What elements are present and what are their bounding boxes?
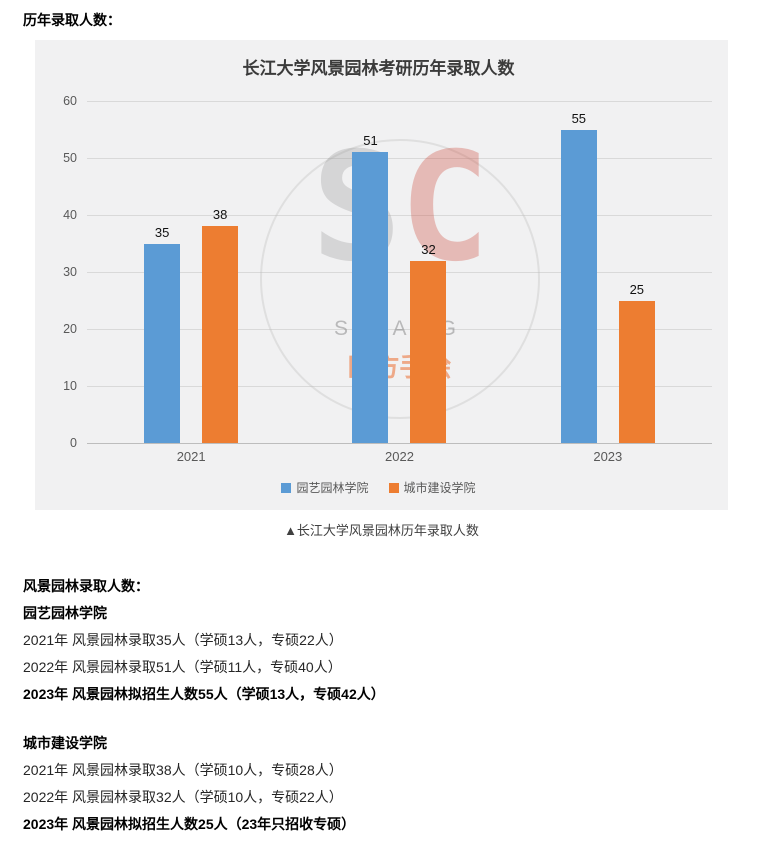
admission-text: 风景园林录取人数： 园艺园林学院 2021年 风景园林录取35人（学硕13人，专…	[23, 573, 763, 838]
legend-label: 园艺园林学院	[296, 481, 369, 495]
bar-group-2022: 51 32 2022	[352, 101, 447, 464]
gridline	[87, 101, 712, 102]
y-tick-label: 10	[63, 379, 77, 393]
text-line: 2022年 风景园林录取32人（学硕10人，专硕22人）	[23, 789, 343, 805]
y-axis: 0 10 20 30 40 50 60	[45, 94, 87, 450]
legend-swatch	[281, 482, 292, 493]
bar-group-2021: 35 38 2021	[144, 101, 239, 464]
group-title: 城市建设学院	[23, 735, 107, 751]
y-tick-label: 30	[63, 265, 77, 279]
gridline	[87, 329, 712, 330]
spacer	[23, 708, 763, 730]
bar-group-2023: 55 25 2023	[560, 101, 655, 464]
bar-groups: 35 38 2021 51 32 2022 55 25 2023	[87, 101, 712, 464]
bar-value-label: 32	[421, 241, 436, 257]
gridline	[87, 158, 712, 159]
bar-wrap: 38	[202, 101, 239, 443]
y-tick-label: 60	[63, 94, 77, 108]
bar-value-label: 35	[154, 224, 170, 240]
bar-wrap: 51	[352, 101, 389, 443]
bar-园艺园林学院-2023	[560, 129, 597, 443]
chart-legend: 园艺园林学院 城市建设学院	[45, 479, 712, 496]
x-axis-label: 2023	[593, 449, 623, 464]
bar-城市建设学院-2022	[410, 260, 447, 443]
bar-value-label: 25	[629, 281, 645, 297]
legend-swatch	[388, 482, 399, 493]
legend-label: 城市建设学院	[403, 481, 476, 495]
y-tick-label: 20	[63, 322, 77, 336]
legend-item-园艺园林学院: 园艺园林学院	[281, 479, 369, 496]
x-axis-label: 2021	[176, 449, 206, 464]
bar-wrap: 35	[144, 101, 181, 443]
legend-item-城市建设学院: 城市建设学院	[388, 479, 476, 496]
bar-value-label: 55	[571, 110, 587, 126]
x-axis-line	[87, 443, 712, 444]
gridline	[87, 272, 712, 273]
y-tick-label: 40	[63, 208, 77, 222]
text-line: 2021年 风景园林录取35人（学硕13人，专硕22人）	[23, 632, 343, 648]
gridline	[87, 215, 712, 216]
group-title: 园艺园林学院	[23, 605, 107, 621]
y-tick-label: 0	[70, 436, 77, 450]
chart-title: 长江大学风景园林考研历年录取人数	[242, 59, 515, 78]
y-tick-label: 50	[63, 151, 77, 165]
bar-园艺园林学院-2022	[352, 152, 389, 443]
bar-wrap: 55	[560, 101, 597, 443]
bar-wrap: 25	[618, 101, 655, 443]
chart-caption: ▲长江大学风景园林历年录取人数	[284, 523, 479, 538]
x-axis-label: 2022	[385, 449, 414, 464]
bar-城市建设学院-2023	[618, 300, 655, 443]
bar-城市建设学院-2021	[202, 226, 239, 443]
bar-wrap: 32	[410, 101, 447, 443]
bar-园艺园林学院-2021	[144, 243, 181, 443]
bar-value-label: 51	[363, 133, 378, 149]
text-line: 2021年 风景园林录取38人（学硕10人，专硕28人）	[23, 762, 343, 778]
text-line: 2023年 风景园林拟招生人数55人（学硕13人，专硕42人）	[23, 686, 385, 702]
page-heading: 历年录取人数：	[23, 12, 121, 28]
bar-value-label: 38	[212, 207, 228, 223]
text-line: 2023年 风景园林拟招生人数25人（23年只招收专硕）	[23, 816, 356, 832]
gridline	[87, 386, 712, 387]
section-heading: 风景园林录取人数：	[23, 578, 149, 594]
text-line: 2022年 风景园林录取51人（学硕11人，专硕40人）	[23, 659, 342, 675]
